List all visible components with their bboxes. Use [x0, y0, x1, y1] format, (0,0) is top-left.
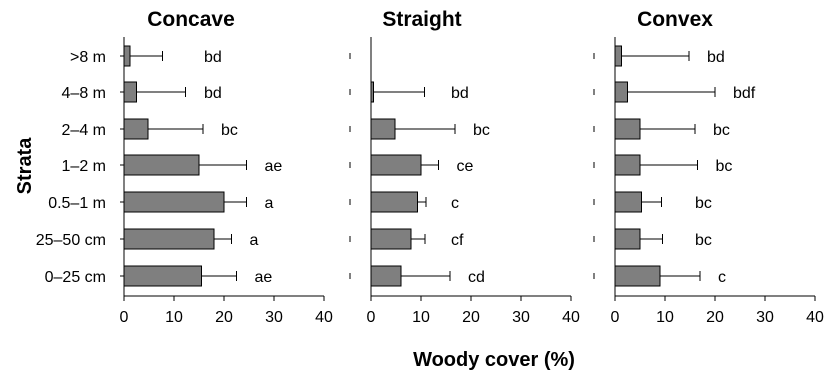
y-axis-title: Strata [14, 137, 36, 195]
sig-letter-convex-0: bd [707, 49, 725, 66]
sig-letter-straight-2: bc [473, 122, 490, 139]
sig-letter-concave-5: a [250, 232, 259, 249]
panel-title-concave: Concave [147, 8, 235, 31]
bar-concave-4 [123, 191, 225, 213]
bar-convex-1 [614, 81, 628, 103]
sig-letter-convex-1: bdf [733, 85, 756, 102]
sig-letter-straight-3: ce [457, 158, 474, 175]
sig-letter-concave-0: bd [204, 49, 222, 66]
category-label-2: 2–4 m [62, 122, 106, 139]
bar-convex-5 [614, 228, 641, 250]
bar-convex-4 [614, 191, 642, 213]
category-label-0: >8 m [70, 49, 106, 66]
sig-letter-straight-1: bd [451, 85, 469, 102]
sig-letter-concave-1: bd [204, 85, 222, 102]
x-tick-label-2-2: 20 [706, 309, 724, 326]
sig-letter-convex-2: bc [713, 122, 730, 139]
panel-title-convex: Convex [637, 8, 713, 31]
category-label-5: 25–50 cm [36, 232, 106, 249]
x-tick-label-0-1: 10 [165, 309, 183, 326]
sig-letter-straight-5: cf [451, 232, 464, 249]
sig-letter-straight-4: c [451, 195, 459, 212]
sig-letter-convex-4: bc [695, 195, 712, 212]
bar-concave-0 [123, 45, 131, 67]
x-axis-title: Woody cover (%) [413, 349, 575, 371]
bar-straight-1 [370, 81, 374, 103]
sig-letter-concave-6: ae [255, 269, 273, 286]
sig-letter-straight-6: cd [468, 269, 485, 286]
bar-straight-2 [370, 118, 396, 140]
bar-convex-2 [614, 118, 641, 140]
sig-letter-concave-4: a [265, 195, 274, 212]
x-tick-label-1-0: 0 [367, 309, 376, 326]
x-tick-label-0-2: 20 [215, 309, 233, 326]
bar-concave-3 [123, 154, 200, 176]
sig-letter-convex-6: c [718, 269, 726, 286]
panel-title-straight: Straight [382, 8, 461, 31]
bar-straight-4 [370, 191, 418, 213]
bar-straight-6 [370, 265, 402, 287]
bar-straight-5 [370, 228, 412, 250]
category-label-4: 0.5–1 m [48, 195, 106, 212]
sig-letter-convex-5: bc [695, 232, 712, 249]
x-tick-label-2-0: 0 [611, 309, 620, 326]
category-label-3: 1–2 m [62, 158, 106, 175]
x-tick-label-2-4: 40 [806, 309, 824, 326]
x-tick-label-1-4: 40 [562, 309, 580, 326]
category-label-6: 0–25 cm [45, 269, 106, 286]
sig-letter-concave-2: bc [221, 122, 238, 139]
bar-concave-1 [123, 81, 137, 103]
sig-letter-concave-3: ae [265, 158, 283, 175]
bar-convex-0 [614, 45, 622, 67]
x-tick-label-1-1: 10 [412, 309, 430, 326]
x-tick-label-2-1: 10 [656, 309, 674, 326]
x-tick-label-1-3: 30 [512, 309, 530, 326]
bar-concave-2 [123, 118, 149, 140]
category-label-1: 4–8 m [62, 85, 106, 102]
x-tick-label-0-4: 40 [315, 309, 333, 326]
bar-convex-6 [614, 265, 661, 287]
x-tick-label-2-3: 30 [756, 309, 774, 326]
x-tick-label-1-2: 20 [462, 309, 480, 326]
x-tick-label-0-3: 30 [265, 309, 283, 326]
bar-straight-3 [370, 154, 422, 176]
x-tick-label-0-0: 0 [120, 309, 129, 326]
bar-convex-3 [614, 154, 641, 176]
bar-concave-6 [123, 265, 202, 287]
sig-letter-convex-3: bc [716, 158, 733, 175]
bar-concave-5 [123, 228, 215, 250]
